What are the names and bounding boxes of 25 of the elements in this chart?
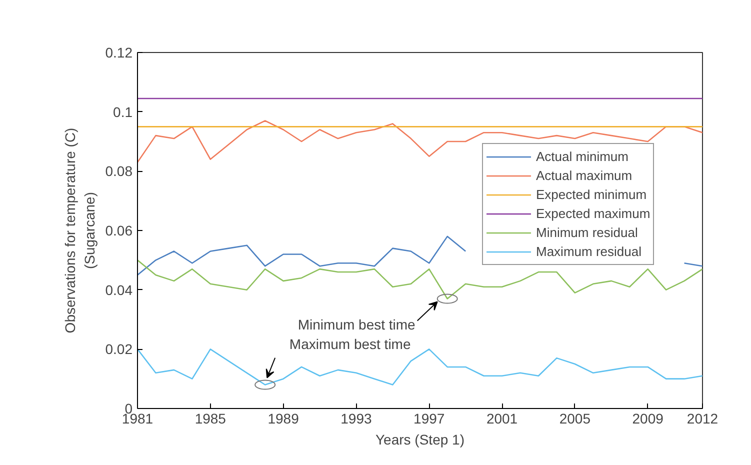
x-tick-label: 1993 [340,410,372,426]
legend-label: Actual maximum [536,167,632,185]
y-tick-label: 0.06 [105,222,133,238]
x-tick-label: 2001 [486,410,518,426]
legend-label: Expected maximum [536,205,650,223]
x-tick-label: 2009 [632,410,664,426]
line-series [138,120,702,163]
y-tick-label: 0.12 [105,44,133,60]
x-tick-label: 1997 [414,410,445,426]
annotation: Minimum best time [298,316,416,333]
annotation: Maximum best time [289,336,411,352]
x-axis-title: Years (Step 1) [376,432,464,448]
legend-label: Maximum residual [536,243,642,261]
y-tick-label: 0.02 [105,341,133,358]
x-tick-label: 2012 [686,410,718,426]
x-tick-label: 1989 [268,410,300,426]
x-tick-label: 1985 [194,410,226,426]
y-tick-label: 0.1 [113,104,133,120]
y-tick-label: 0.08 [105,163,133,180]
legend-label: Expected minimum [536,186,647,204]
y-axis-title: Observations for temperature (C) (Sugarcane) [62,128,98,334]
legend-label: Actual minimum [536,148,628,166]
legend-label: Minimum residual [536,224,638,242]
y-tick-label: 0.04 [105,282,133,298]
x-tick-label: 2005 [559,410,591,426]
